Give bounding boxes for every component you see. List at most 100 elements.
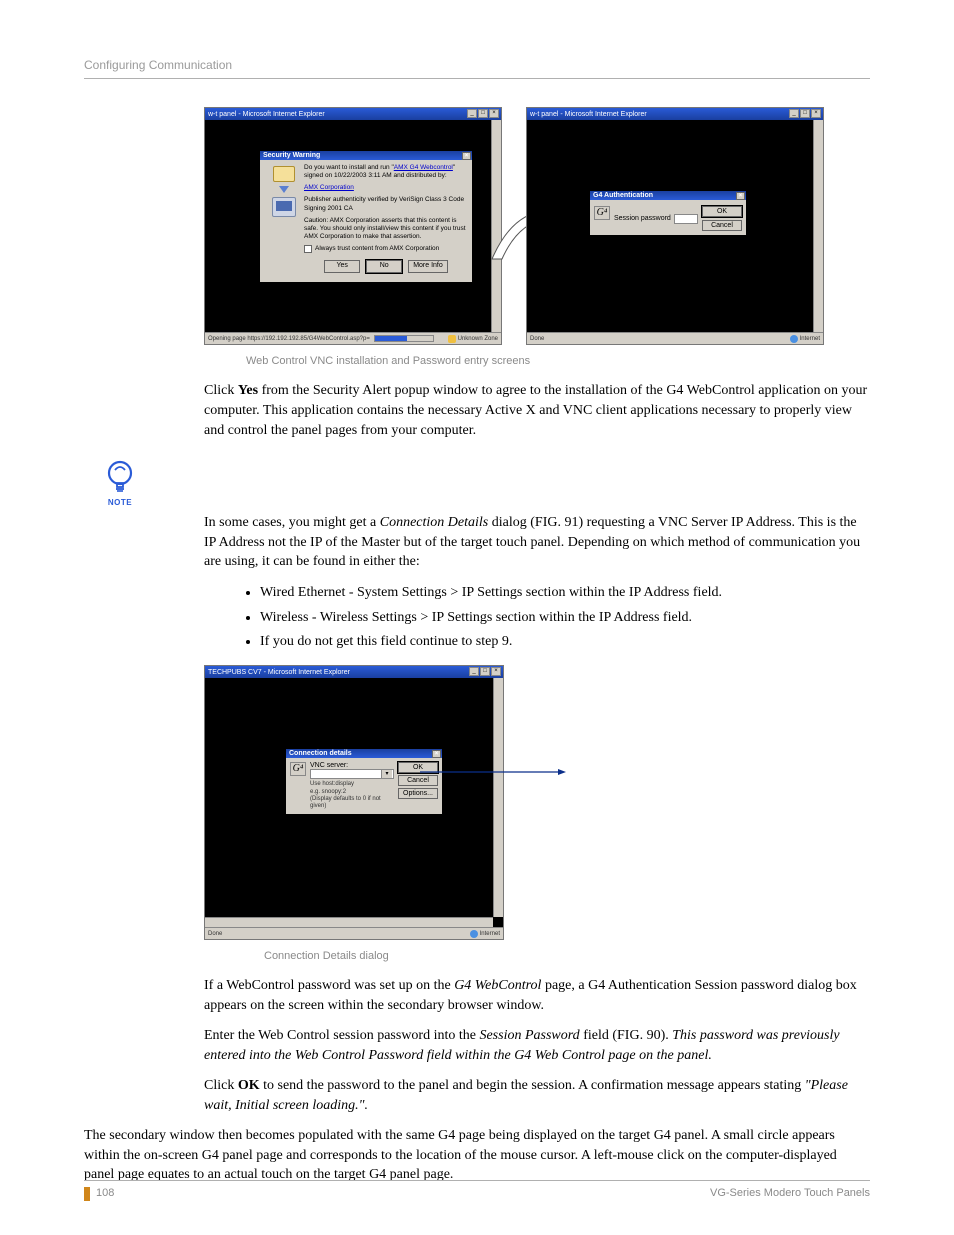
header-rule xyxy=(84,78,870,79)
ie-conn-title: TECHPUBS CV7 - Microsoft Internet Explor… xyxy=(208,669,350,676)
ie-right-scrollbar[interactable] xyxy=(813,120,823,332)
disk-icon xyxy=(273,166,295,182)
no-button[interactable]: No xyxy=(366,260,402,273)
footer-rule xyxy=(84,1180,870,1181)
figure-1-row: w-t panel - Microsoft Internet Explorer … xyxy=(204,107,870,345)
computer-icon xyxy=(272,197,296,217)
g4-auth-title: G4 Authentication × xyxy=(590,191,746,200)
ie-right-statusbar: Done Internet xyxy=(527,332,823,344)
vnc-server-input[interactable] xyxy=(310,769,394,779)
minimize-button[interactable]: _ xyxy=(467,109,477,118)
dialog-close-button[interactable]: × xyxy=(736,192,745,200)
p3-it1: G4 WebControl xyxy=(454,978,541,993)
dialog-close-button[interactable]: × xyxy=(432,750,441,758)
g4-logo-icon: G⁴ xyxy=(594,206,610,220)
zone-icon xyxy=(448,335,456,343)
p4-it1: Session Password xyxy=(479,1028,579,1043)
bullets: Wired Ethernet - System Settings > IP Se… xyxy=(260,582,870,653)
p5-b: to send the password to the panel and be… xyxy=(260,1078,805,1093)
ie-left-scrollbar[interactable] xyxy=(491,120,501,332)
dialog-close-button[interactable]: × xyxy=(462,152,471,160)
ie-conn-vscroll[interactable] xyxy=(493,678,503,917)
paragraph-3: If a WebControl password was set up on t… xyxy=(204,976,870,1016)
conn-hint-2: e.g. snoopy:2 xyxy=(310,789,394,796)
ie-window-conn: TECHPUBS CV7 - Microsoft Internet Explor… xyxy=(204,665,504,940)
trust-checkbox[interactable] xyxy=(304,245,312,253)
page-footer: 108 VG-Series Modero Touch Panels xyxy=(84,1180,870,1201)
cancel-button[interactable]: Cancel xyxy=(702,220,742,231)
conn-title: Connection details × xyxy=(286,749,442,758)
cancel-button[interactable]: Cancel xyxy=(398,775,438,786)
ie-right-status-text: Done xyxy=(530,336,544,342)
ie-conn-statusbar: Done Internet xyxy=(205,927,503,939)
sec-line2: Publisher authenticity verified by VeriS… xyxy=(304,196,468,212)
p3-a: If a WebControl password was set up on t… xyxy=(204,978,454,993)
figure-2-caption: Connection Details dialog xyxy=(264,950,870,962)
down-arrow-icon xyxy=(279,186,289,193)
p5-a: Click xyxy=(204,1078,238,1093)
page-number: 108 xyxy=(96,1187,114,1201)
p2-it: Connection Details xyxy=(380,515,489,530)
sec-l1-pre: Do you want to install and run " xyxy=(304,164,394,171)
zone-icon xyxy=(470,930,478,938)
install-icon-column xyxy=(264,164,304,278)
session-password-input[interactable] xyxy=(674,214,698,224)
bul2-it: IP Address xyxy=(599,610,660,625)
yes-button[interactable]: Yes xyxy=(324,260,360,273)
g4-logo-icon: G⁴ xyxy=(290,762,306,776)
g4-auth-dialog: G4 Authentication × G⁴ Session password … xyxy=(589,190,747,236)
close-button[interactable]: × xyxy=(491,667,501,676)
ie-right-title: w-t panel - Microsoft Internet Explorer xyxy=(530,111,647,118)
ie-right-titlebar: w-t panel - Microsoft Internet Explorer … xyxy=(527,108,823,120)
security-warning-title: Security Warning × xyxy=(260,151,472,160)
bullet-continue: If you do not get this field continue to… xyxy=(260,631,870,653)
paragraph-5: Click OK to send the password to the pan… xyxy=(204,1076,870,1116)
bullet-wired-ethernet: Wired Ethernet - System Settings > IP Se… xyxy=(260,582,870,604)
bul2-text: - Wireless Settings > IP Settings sectio… xyxy=(308,610,598,625)
ie-left-status-text: Opening page https://192.192.192.85/G4We… xyxy=(208,336,370,342)
paragraph-2: In some cases, you might get a Connectio… xyxy=(204,513,870,573)
p4-b: field (FIG. 90). xyxy=(580,1028,673,1043)
bul2-bold: Wireless xyxy=(260,610,308,625)
session-password-label: Session password xyxy=(614,215,671,222)
trust-checkbox-label: Always trust content from AMX Corporatio… xyxy=(315,245,439,253)
conn-hints: Use host:display e.g. snoopy:2 (Display … xyxy=(310,781,394,810)
doc-title: VG-Series Modero Touch Panels xyxy=(710,1187,870,1201)
maximize-button[interactable]: □ xyxy=(480,667,490,676)
zone-icon xyxy=(790,335,798,343)
minimize-button[interactable]: _ xyxy=(469,667,479,676)
security-warning-dialog: Security Warning × Do you want to instal… xyxy=(259,150,473,283)
connection-details-dialog: Connection details × G⁴ VNC server: Use … xyxy=(285,748,443,815)
security-warning-title-text: Security Warning xyxy=(263,152,320,159)
bul1-it: IP Address xyxy=(629,585,690,600)
bul1-tail: field. xyxy=(689,585,722,600)
p5-bold: OK xyxy=(238,1078,260,1093)
paragraph-1: Click Yes from the Security Alert popup … xyxy=(204,381,870,441)
progress-bar xyxy=(374,335,434,342)
p2-a: In some cases, you might get a xyxy=(204,515,380,530)
options-button[interactable]: Options... xyxy=(398,788,438,799)
bullet-wireless: Wireless - Wireless Settings > IP Settin… xyxy=(260,607,870,629)
ie-window-left: w-t panel - Microsoft Internet Explorer … xyxy=(204,107,502,345)
bul1-text: - System Settings > IP Settings section … xyxy=(345,585,629,600)
sec-line3: Caution: AMX Corporation asserts that th… xyxy=(304,217,468,241)
minimize-button[interactable]: _ xyxy=(789,109,799,118)
ie-left-titlebar: w-t panel - Microsoft Internet Explorer … xyxy=(205,108,501,120)
content-link[interactable]: AMX G4 Webcontrol xyxy=(394,164,453,171)
p4-a: Enter the Web Control session password i… xyxy=(204,1028,479,1043)
distributor-link[interactable]: AMX Corporation xyxy=(304,184,354,191)
ie-conn-hscroll[interactable] xyxy=(205,917,493,927)
p1-pre: Click xyxy=(204,383,238,398)
ie-left-zone: Unknown Zone xyxy=(458,336,498,342)
paragraph-4: Enter the Web Control session password i… xyxy=(204,1026,870,1066)
page-number-bar xyxy=(84,1187,90,1201)
ie-left-statusbar: Opening page https://192.192.192.85/G4We… xyxy=(205,332,501,344)
more-info-button[interactable]: More Info xyxy=(408,260,448,273)
close-button[interactable]: × xyxy=(811,109,821,118)
paragraph-6: The secondary window then becomes popula… xyxy=(84,1126,870,1186)
section-header: Configuring Communication xyxy=(84,58,870,72)
maximize-button[interactable]: □ xyxy=(800,109,810,118)
maximize-button[interactable]: □ xyxy=(478,109,488,118)
close-button[interactable]: × xyxy=(489,109,499,118)
ok-button[interactable]: OK xyxy=(702,206,742,217)
